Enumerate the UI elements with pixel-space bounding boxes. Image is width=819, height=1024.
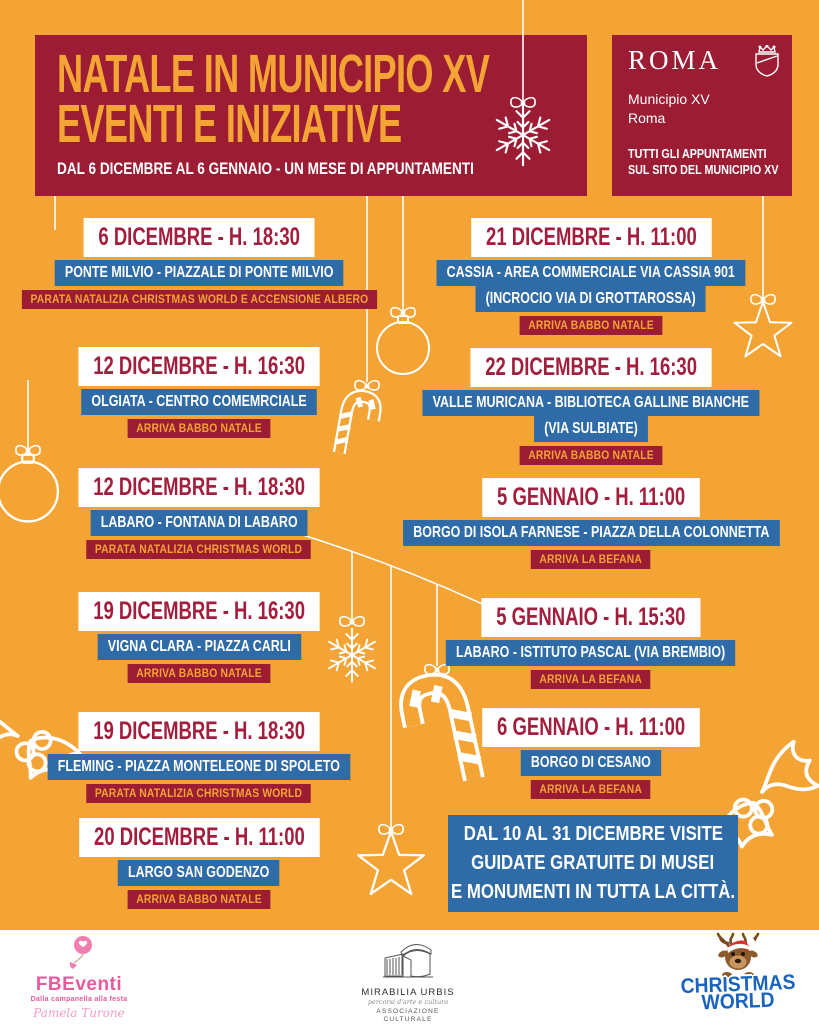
fbeventi-name: FBEventi bbox=[35, 974, 123, 995]
reindeer-santa-hat-icon bbox=[706, 932, 770, 982]
event-date: 19 DICEMBRE - H. 16:30 bbox=[78, 592, 320, 631]
event-card: 5 GENNAIO - H. 11:00 BORGO DI ISOLA FARNE… bbox=[396, 478, 786, 569]
event-date: 20 DICEMBRE - H. 11:00 bbox=[78, 818, 320, 857]
event-location-line: LABARO - ISTITUTO PASCAL (VIA BREMBIO) bbox=[446, 640, 736, 666]
event-type-badge: ARRIVA BABBO NATALE bbox=[519, 446, 663, 465]
appointments-note: TUTTI GLI APPUNTAMENTI SUL SITO DEL MUNI… bbox=[628, 147, 779, 177]
event-location-line: VALLE MURICANA - BIBLIOTECA GALLINE BIAN… bbox=[422, 390, 760, 416]
roma-logo-text: ROMA bbox=[628, 45, 722, 75]
event-date: 22 DICEMBRE - H. 16:30 bbox=[470, 348, 712, 387]
event-location-line: LARGO SAN GODENZO bbox=[118, 860, 280, 886]
event-location-line: CASSIA - AREA COMMERCIALE VIA CASSIA 901 bbox=[436, 260, 746, 286]
event-card: 20 DICEMBRE - H. 11:00 LARGO SAN GODENZO A… bbox=[4, 818, 394, 909]
event-location-line: LABARO - FONTANA DI LABARO bbox=[90, 510, 308, 536]
event-card: 5 GENNAIO - H. 15:30 LABARO - ISTITUTO PA… bbox=[396, 598, 786, 689]
event-type-badge: ARRIVA BABBO NATALE bbox=[127, 890, 271, 909]
pantheon-sketch-icon bbox=[377, 944, 439, 986]
events-column-left: 6 DICEMBRE - H. 18:30 PONTE MILVIO - PIAZ… bbox=[4, 0, 394, 1024]
notice-line: GUIDATE GRATUITE DI MUSEI bbox=[471, 852, 715, 874]
event-location-line: BORGO DI ISOLA FARNESE - PIAZZA DELLA CO… bbox=[402, 520, 780, 546]
event-location-line: VIGNA CLARA - PIAZZA CARLI bbox=[97, 634, 301, 660]
event-date: 6 DICEMBRE - H. 18:30 bbox=[83, 218, 315, 257]
event-type-badge: PARATA NATALIZIA CHRISTMAS WORLD bbox=[86, 784, 312, 803]
event-card: 19 DICEMBRE - H. 16:30 VIGNA CLARA - PIAZ… bbox=[4, 592, 394, 683]
event-location-line: BORGO DI CESANO bbox=[520, 750, 662, 776]
notice-line: DAL 10 AL 31 DICEMBRE VISITE bbox=[463, 823, 723, 845]
roma-label: Roma bbox=[628, 110, 666, 126]
event-card: 21 DICEMBRE - H. 11:00 CASSIA - AREA COMM… bbox=[396, 218, 786, 335]
poster-title-line1: NATALE IN MUNICIPIO XV bbox=[57, 44, 490, 104]
event-type-badge: ARRIVA LA BEFANA bbox=[531, 780, 651, 799]
sponsors-footer: FBEventi Dalla campanella alla festa Pam… bbox=[0, 930, 819, 1024]
christmas-world-text-line2: WORLD bbox=[701, 988, 775, 1015]
event-location-line: OLGIATA - CENTRO COMEMRCIALE bbox=[81, 389, 317, 415]
event-card: 12 DICEMBRE - H. 18:30 LABARO - FONTANA D… bbox=[4, 468, 394, 559]
fbeventi-signature: Pamela Turone bbox=[33, 1006, 125, 1020]
poster-title-line2: EVENTI E INIZIATIVE bbox=[57, 94, 402, 154]
roma-municipio-block: ROMA Municipio XV Roma TUTTI GLI APPUNTA… bbox=[612, 35, 792, 196]
mirabilia-urbis-logo: MIRABILIA URBIS percorsi d'arte e cultur… bbox=[352, 938, 464, 1024]
event-location-line: (INCROCIO VIA DI GROTTAROSSA) bbox=[475, 286, 707, 312]
event-date: 5 GENNAIO - H. 11:00 bbox=[482, 478, 700, 517]
event-card: 22 DICEMBRE - H. 16:30 VALLE MURICANA - B… bbox=[396, 348, 786, 465]
notice-line: E MONUMENTI IN TUTTA LA CITTÀ. bbox=[451, 881, 736, 903]
pink-balloon-icon bbox=[57, 936, 101, 974]
municipio-label: Municipio XV bbox=[628, 91, 710, 107]
event-card: 6 DICEMBRE - H. 18:30 PONTE MILVIO - PIAZ… bbox=[4, 218, 394, 309]
event-location-line: PONTE MILVIO - PIAZZALE DI PONTE MILVIO bbox=[54, 260, 344, 286]
mirabilia-tagline: percorsi d'arte e cultura bbox=[367, 998, 449, 1006]
christmas-world-logo: CHRISTMAS WORLD bbox=[668, 932, 808, 1015]
mirabilia-subtitle: ASSOCIAZIONE CULTURALE bbox=[376, 1008, 440, 1023]
event-date: 12 DICEMBRE - H. 18:30 bbox=[78, 468, 320, 507]
event-date: 21 DICEMBRE - H. 11:00 bbox=[470, 218, 712, 257]
guided-tours-notice: DAL 10 AL 31 DICEMBRE VISITE GUIDATE GRA… bbox=[448, 815, 738, 912]
events-column-right: 21 DICEMBRE - H. 11:00 CASSIA - AREA COMM… bbox=[396, 0, 786, 1024]
event-type-badge: PARATA NATALIZIA CHRISTMAS WORLD bbox=[86, 540, 312, 559]
event-type-badge: ARRIVA BABBO NATALE bbox=[127, 664, 271, 683]
fbeventi-logo: FBEventi Dalla campanella alla festa Pam… bbox=[14, 934, 144, 1020]
poster-subtitle: DAL 6 DICEMBRE AL 6 GENNAIO - UN MESE DI… bbox=[57, 159, 474, 178]
event-card: 19 DICEMBRE - H. 18:30 FLEMING - PIAZZA M… bbox=[4, 712, 394, 803]
event-date: 12 DICEMBRE - H. 16:30 bbox=[78, 347, 320, 386]
event-date: 19 DICEMBRE - H. 18:30 bbox=[78, 712, 320, 751]
event-date: 5 GENNAIO - H. 15:30 bbox=[481, 598, 701, 637]
event-type-badge: ARRIVA LA BEFANA bbox=[531, 550, 651, 569]
event-date: 6 GENNAIO - H. 11:00 bbox=[482, 708, 700, 747]
event-location-line: (VIA SULBIATE) bbox=[534, 416, 648, 442]
event-location-line: FLEMING - PIAZZA MONTELEONE DI SPOLETO bbox=[47, 754, 351, 780]
spqr-shield-crown-icon bbox=[752, 44, 782, 84]
event-card: 6 GENNAIO - H. 11:00 BORGO DI CESANO ARRIV… bbox=[396, 708, 786, 799]
event-type-badge: ARRIVA BABBO NATALE bbox=[127, 419, 271, 438]
event-type-badge: ARRIVA BABBO NATALE bbox=[519, 316, 663, 335]
event-card: 12 DICEMBRE - H. 16:30 OLGIATA - CENTRO C… bbox=[4, 347, 394, 438]
fbeventi-tagline: Dalla campanella alla festa bbox=[30, 996, 128, 1003]
event-type-badge: PARATA NATALIZIA CHRISTMAS WORLD E ACCEN… bbox=[21, 290, 377, 309]
mirabilia-name: MIRABILIA URBIS bbox=[361, 987, 455, 998]
event-type-badge: ARRIVA LA BEFANA bbox=[531, 670, 651, 689]
